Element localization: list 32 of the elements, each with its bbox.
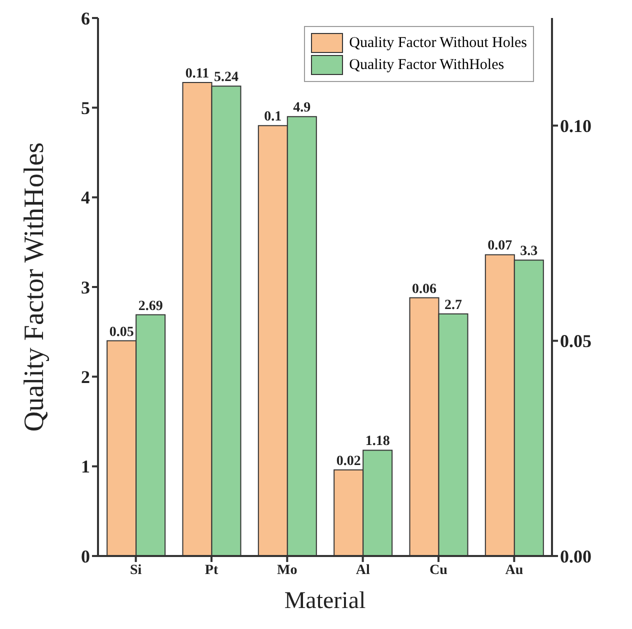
y-tick-label: 6 [81,8,90,28]
y-tick-label: 4 [81,188,90,208]
data-label: 2.69 [138,298,163,314]
data-label: 1.18 [365,434,390,450]
legend-label: Quality Factor WithHoles [349,56,504,74]
data-label: 0.05 [109,324,134,340]
x-axis-title: Material [284,588,366,614]
data-label: 0.07 [488,238,512,254]
x-tick-label: Au [505,562,524,578]
data-label: 2.7 [444,298,462,313]
data-label: 0.02 [336,454,361,469]
data-label: 3.3 [520,244,538,260]
data-label: 0.06 [412,282,436,297]
x-tick-label: Si [130,562,142,578]
x-tick-label: Cu [430,562,448,578]
y-axis-title: Quality Factor WithHoles [18,142,50,432]
x-tick-label: Al [356,562,370,578]
y-tick-label: 0 [81,546,90,566]
data-label: 0.1 [264,110,282,125]
data-label: 0.11 [185,66,210,82]
data-label: 4.9 [293,100,311,116]
data-label: 5.24 [214,70,238,86]
y2-tick-label: 0.00 [560,546,592,566]
y-tick-label: 3 [81,277,90,298]
y2-tick-label: 0.05 [560,331,592,352]
y2-tick-label: 0.10 [560,116,592,136]
x-tick-label: Mo [277,562,298,578]
y-tick-label: 1 [81,456,90,477]
legend-label: Quality Factor Without Holes [349,34,527,52]
y-tick-label: 2 [81,367,90,388]
y-tick-label: 5 [81,98,90,118]
x-tick-label: Pt [204,562,218,578]
